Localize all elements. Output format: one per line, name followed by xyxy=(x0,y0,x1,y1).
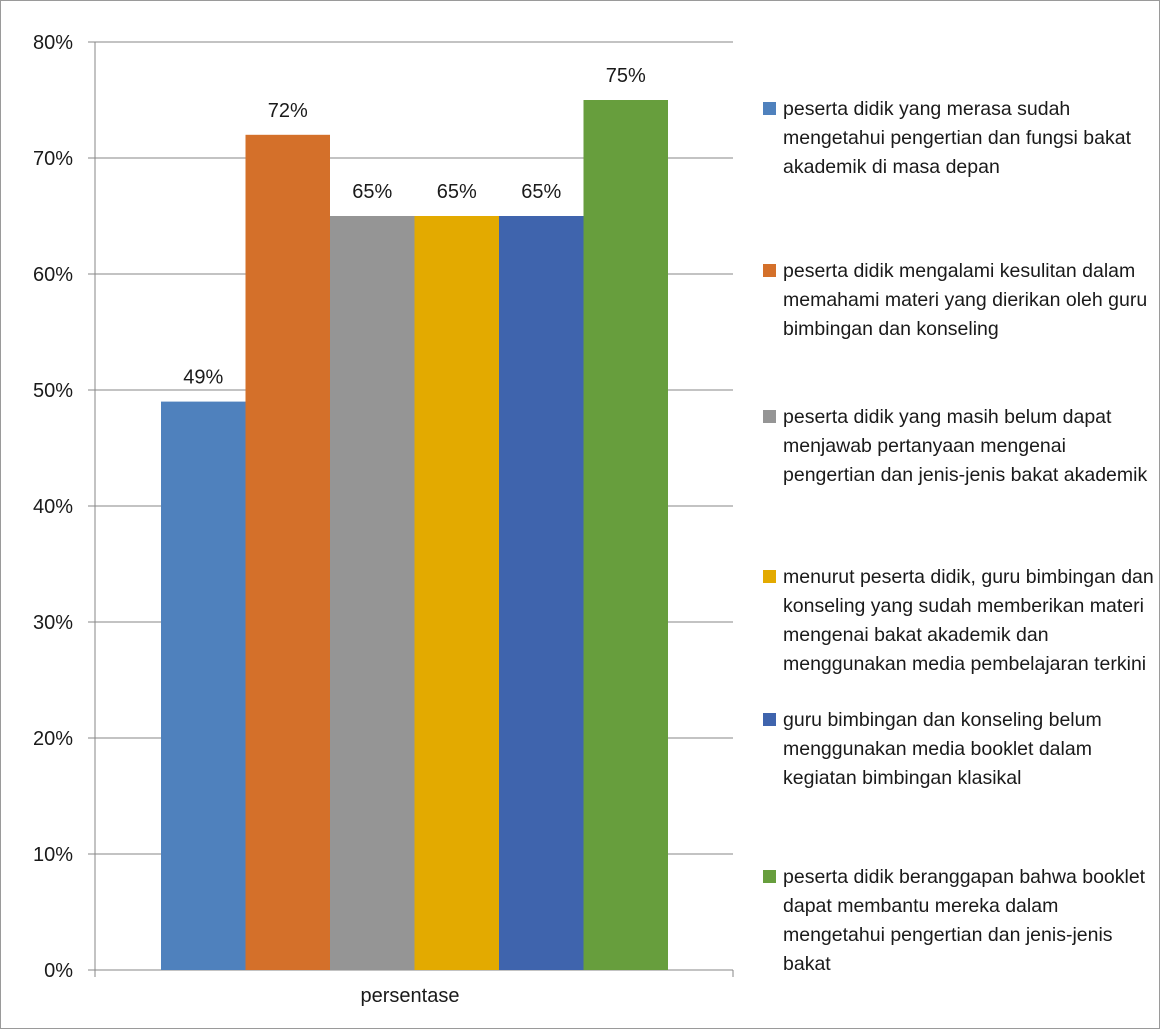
y-tick-label: 20% xyxy=(33,728,73,750)
x-tick-labels: persentase xyxy=(361,985,460,1007)
legend-swatch xyxy=(763,713,776,726)
bar xyxy=(499,216,584,970)
data-label: 65% xyxy=(521,181,561,203)
y-tick-label: 80% xyxy=(33,32,73,54)
legend-swatch xyxy=(763,410,776,423)
data-label: 75% xyxy=(606,65,646,87)
bar xyxy=(245,134,330,971)
legend-label: guru bimbingan dan konseling belum mengg… xyxy=(783,709,1102,789)
y-tick-label: 0% xyxy=(44,960,73,982)
legend-label: peserta didik yang merasa sudah mengetah… xyxy=(783,98,1132,178)
legend-label: menurut peserta didik, guru bimbingan da… xyxy=(783,566,1154,675)
y-tick-labels: 0% 10% 20% 30% 40% 50% 60% 70% 80% xyxy=(33,32,73,982)
bar xyxy=(583,100,668,970)
bars xyxy=(161,100,668,971)
data-label: 65% xyxy=(437,181,477,203)
y-tick-label: 40% xyxy=(33,496,73,518)
bar xyxy=(414,216,499,970)
legend-label: peserta didik mengalami kesulitan dalam … xyxy=(783,260,1148,340)
y-tick-label: 50% xyxy=(33,380,73,402)
legend-swatch xyxy=(763,264,776,277)
data-label: 49% xyxy=(183,367,223,389)
legend-swatch xyxy=(763,870,776,883)
legend-swatch xyxy=(763,570,776,583)
legend-swatch xyxy=(763,102,776,115)
y-tick-label: 70% xyxy=(33,148,73,170)
bar xyxy=(161,401,246,971)
legend-label: peserta didik yang masih belum dapat men… xyxy=(783,406,1148,486)
y-tick-label: 60% xyxy=(33,264,73,286)
data-label: 72% xyxy=(268,100,308,122)
legend-label: peserta didik beranggapan bahwa booklet … xyxy=(783,866,1146,975)
bar-chart-plot: 49% 72% 65% 65% 65% 75% 0% 10% 20% 30% 40% 50% 60% 7… xyxy=(33,32,734,1007)
y-tick-label: 30% xyxy=(33,612,73,634)
data-labels: 49% 72% 65% 65% 65% 75% xyxy=(183,65,646,389)
data-label: 65% xyxy=(352,181,392,203)
x-tick-label: persentase xyxy=(361,985,460,1007)
y-tick-label: 10% xyxy=(33,844,73,866)
bar xyxy=(330,216,415,970)
